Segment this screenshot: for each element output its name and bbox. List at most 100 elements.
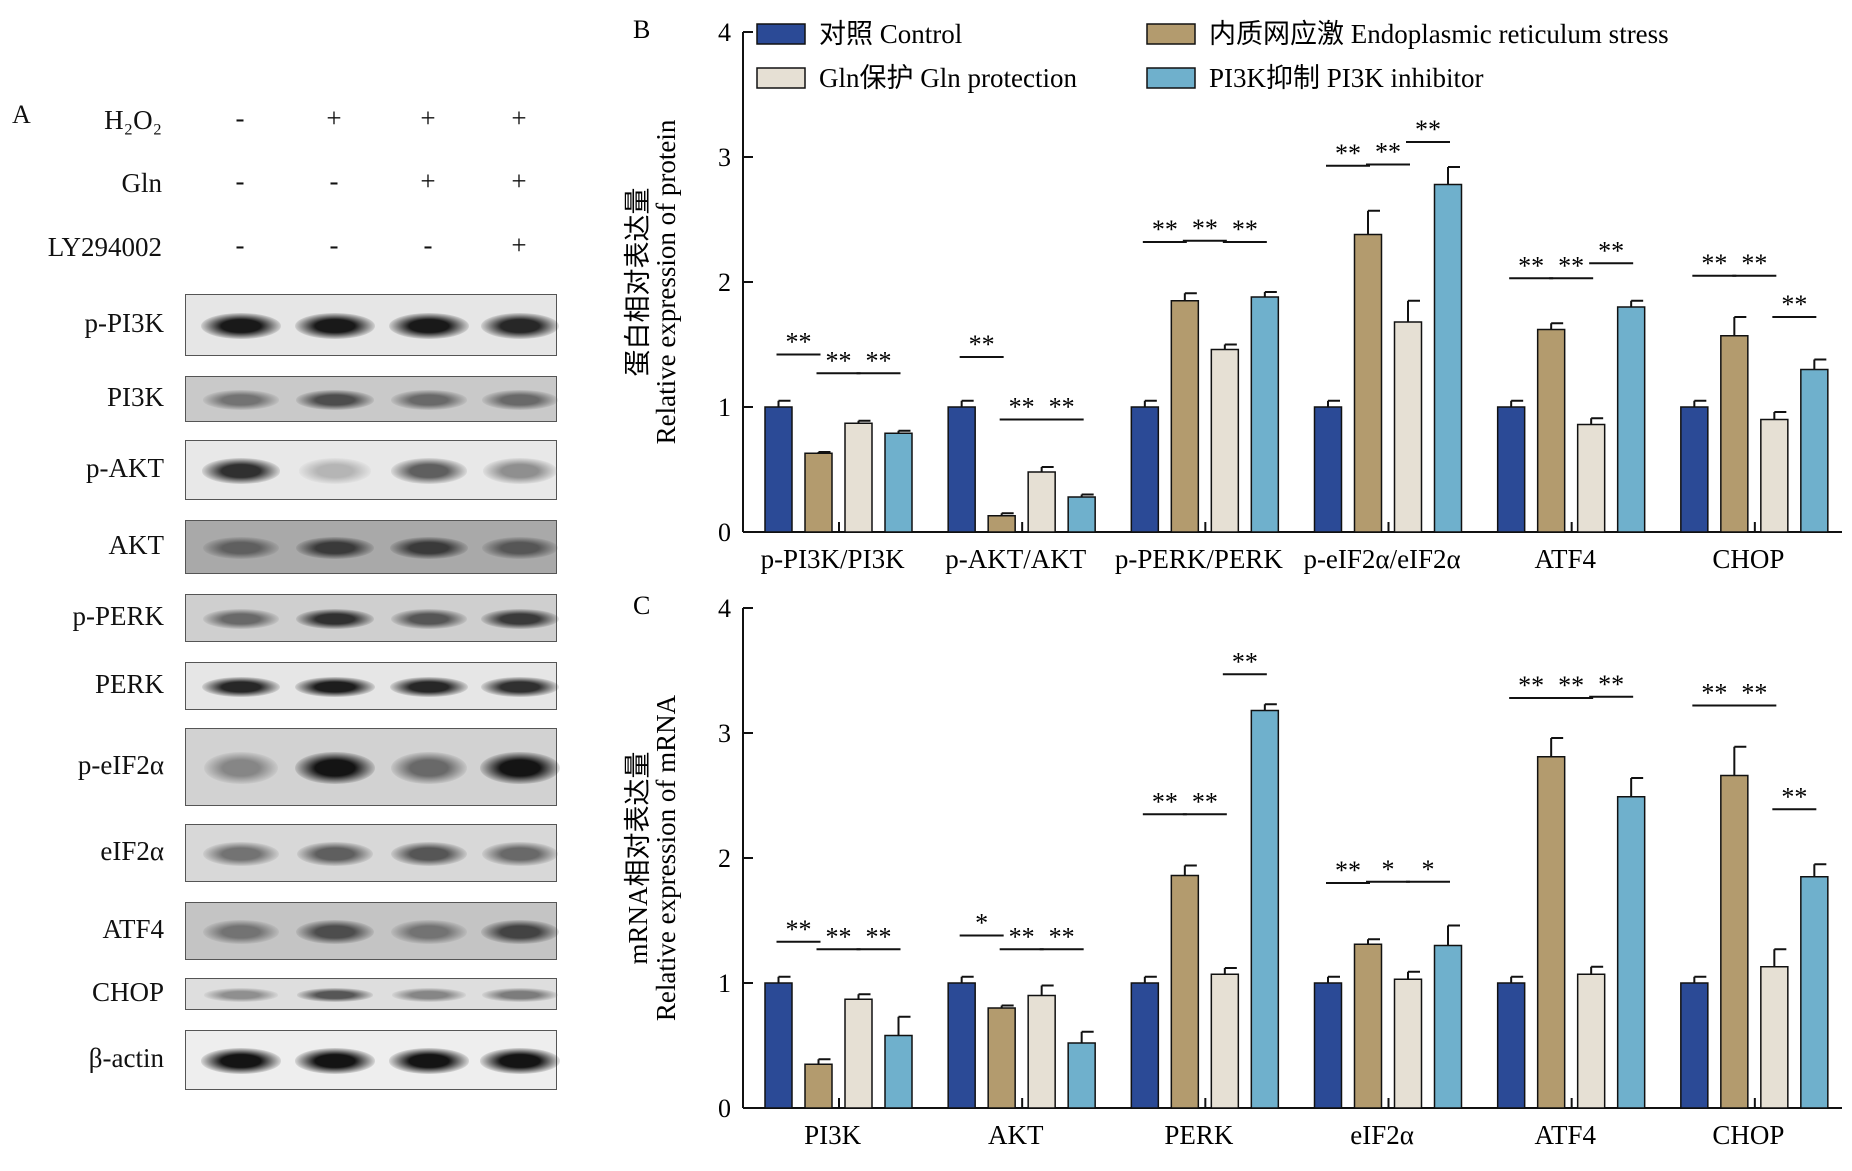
significance-label: ** — [866, 922, 892, 951]
legend-swatch — [1146, 23, 1196, 45]
bar — [1720, 335, 1749, 533]
blot-band — [296, 988, 374, 1002]
bar — [1760, 966, 1789, 1109]
category-label: eIF2α — [1350, 1120, 1414, 1150]
condition-sign: + — [326, 103, 342, 133]
category-label: PI3K — [804, 1120, 862, 1150]
category-label: ATF4 — [1534, 1120, 1596, 1150]
condition-sign: - — [329, 166, 339, 196]
blot-image — [185, 978, 558, 1010]
bar — [1210, 348, 1240, 533]
blot-band — [202, 536, 280, 560]
legend-label: 内质网应激 Endoplasmic reticulum stress — [1209, 19, 1669, 49]
significance-label: ** — [1375, 138, 1401, 167]
significance-label: ** — [786, 328, 812, 357]
blot-image — [185, 376, 558, 422]
blot-image — [185, 294, 560, 356]
significance-label: ** — [1335, 139, 1361, 168]
significance-label: ** — [1781, 782, 1807, 811]
blot-band — [482, 458, 558, 484]
bar — [1720, 774, 1749, 1109]
condition-sign: + — [511, 166, 527, 196]
blot-label: β-actin — [88, 1043, 164, 1073]
blot-band — [390, 536, 468, 560]
legend-swatch — [756, 23, 806, 45]
bar — [1210, 973, 1240, 1109]
blot-band — [203, 608, 279, 630]
bar — [1067, 496, 1096, 533]
significance-label: ** — [1415, 115, 1441, 144]
y-tick-label: 0 — [718, 1094, 731, 1123]
bar — [884, 432, 913, 533]
bar — [804, 1063, 833, 1109]
blot-band — [201, 676, 281, 698]
blot-band — [391, 919, 467, 945]
blot-label: CHOP — [91, 977, 164, 1007]
significance-label: ** — [1741, 679, 1767, 708]
blot-band — [389, 1048, 469, 1074]
bar — [1576, 423, 1606, 533]
bar — [1067, 1042, 1096, 1109]
bar — [1393, 321, 1423, 533]
blot-label: p-eIF2α — [77, 750, 164, 780]
blot-band — [203, 751, 279, 785]
bar — [1250, 709, 1280, 1109]
y-tick-label: 3 — [718, 143, 731, 172]
blot-image — [185, 1030, 560, 1090]
blot-band — [389, 312, 469, 339]
bar — [1130, 982, 1160, 1109]
blot-image — [185, 594, 559, 642]
western-blot-panel: A H₂O₂ - + + + Gln - - + + LY294002 - - - + p-PI3K PI3K… — [0, 0, 570, 1171]
blot-band — [201, 312, 281, 339]
condition-sign: + — [511, 103, 527, 133]
blot-band — [296, 536, 374, 560]
bar — [1130, 406, 1160, 533]
blot-band — [481, 536, 559, 560]
legend-label: Gln保护 Gln protection — [819, 63, 1077, 93]
blot-image — [185, 728, 560, 806]
bar — [844, 422, 873, 533]
condition-label: LY294002 — [47, 232, 162, 262]
y-tick-label: 4 — [718, 594, 731, 623]
condition-sign: - — [235, 230, 245, 260]
bar — [1433, 944, 1463, 1109]
blot-label: PI3K — [106, 382, 164, 412]
legend-swatch — [756, 67, 806, 89]
significance-label: ** — [1152, 215, 1178, 244]
condition-sign: - — [423, 230, 433, 260]
blot-image — [185, 662, 560, 710]
condition-label: Gln — [121, 168, 163, 198]
condition-sign: + — [420, 166, 436, 196]
panel-letter: B — [633, 15, 650, 44]
blot-label: ATF4 — [102, 914, 164, 944]
blot-label: p-AKT — [86, 453, 164, 483]
blot-band — [481, 608, 559, 630]
bar — [1393, 978, 1423, 1109]
significance-label: ** — [1232, 647, 1258, 676]
bar — [764, 982, 793, 1109]
condition-sign: + — [511, 230, 527, 260]
blot-band — [389, 676, 469, 698]
significance-label: ** — [1701, 249, 1727, 278]
significance-label: ** — [1009, 393, 1035, 422]
legend-swatch — [1146, 67, 1196, 89]
bar — [1496, 406, 1526, 533]
blot-band — [295, 751, 375, 785]
significance-label: ** — [1598, 670, 1624, 699]
blot-band — [480, 676, 560, 698]
bar — [1616, 796, 1646, 1109]
significance-label: ** — [1598, 236, 1624, 265]
y-axis-label: Relative expression of mRNA — [651, 694, 681, 1021]
blot-band — [201, 1048, 281, 1074]
significance-label: ** — [1232, 215, 1258, 244]
blot-band — [391, 988, 467, 1002]
blot-band — [482, 988, 558, 1002]
bar — [1170, 300, 1200, 533]
bar — [1496, 982, 1526, 1109]
bar — [1680, 406, 1709, 533]
category-label: CHOP — [1712, 1120, 1784, 1150]
significance-label: ** — [1192, 214, 1218, 243]
blot-band — [296, 390, 374, 410]
bar — [1760, 418, 1789, 533]
bar — [1680, 982, 1709, 1109]
